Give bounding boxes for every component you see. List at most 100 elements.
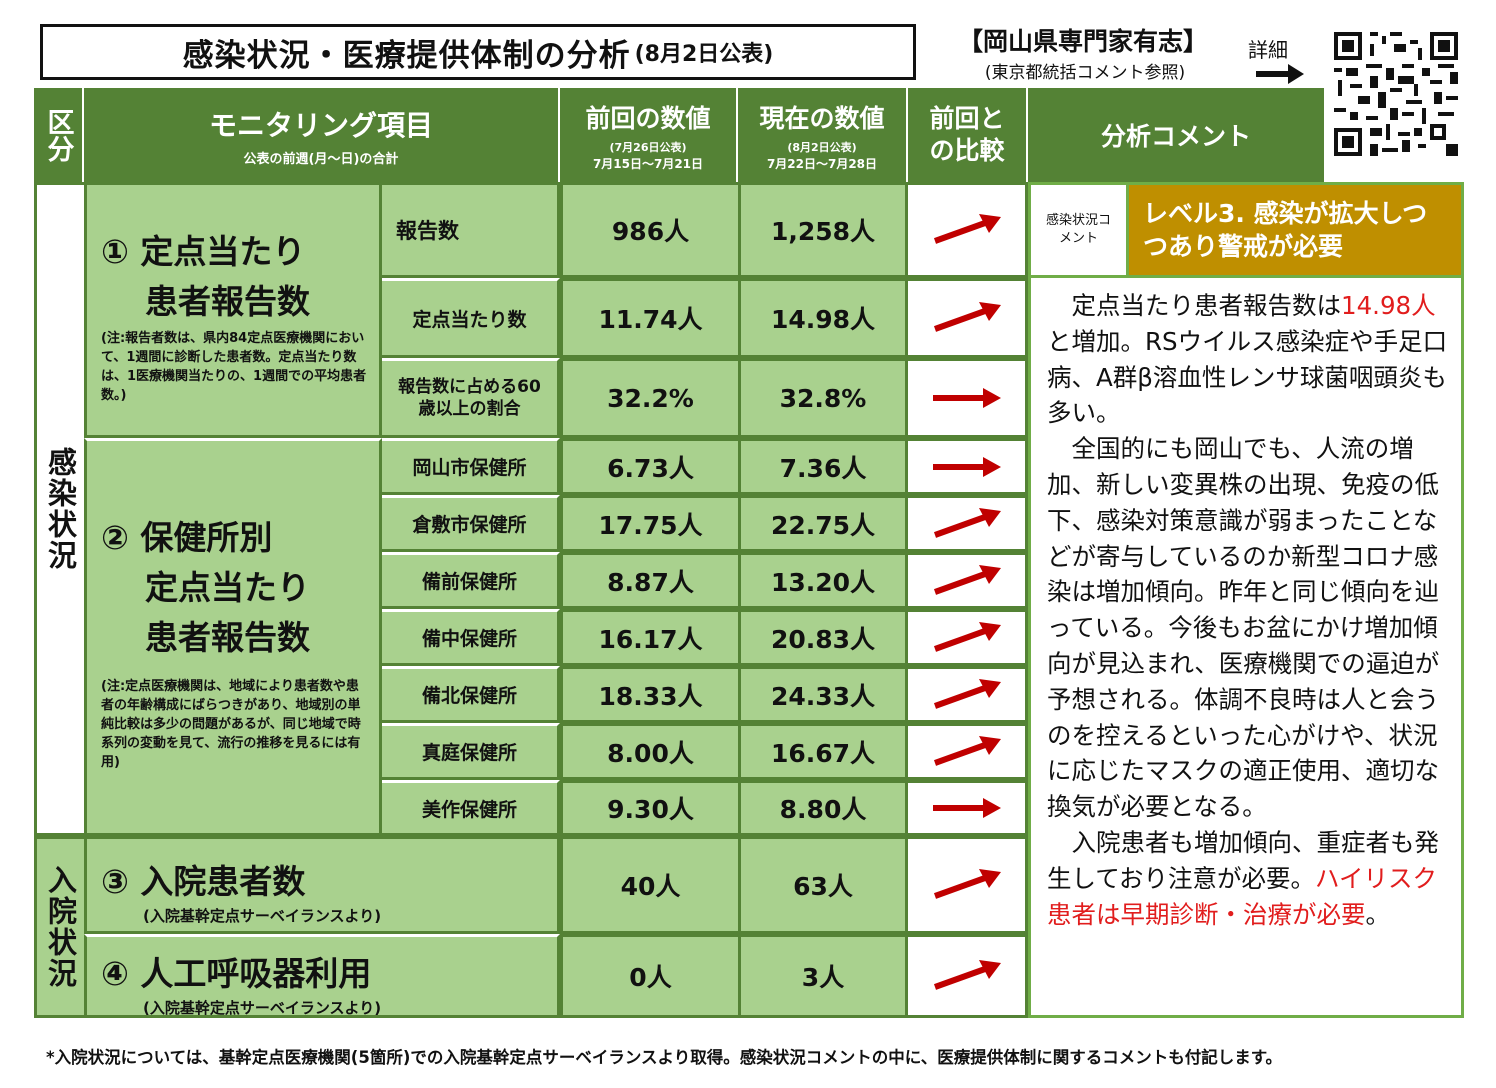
prev-value-10: 9.30人 xyxy=(560,780,738,836)
trend-cell-10 xyxy=(908,780,1028,836)
header-prev-date: (7月26日公表) xyxy=(609,140,687,154)
arrow-up-right-icon xyxy=(933,507,1001,538)
qr-code-icon[interactable] xyxy=(1334,32,1458,156)
header-category: 区分 xyxy=(34,88,84,182)
trend-cell-9 xyxy=(908,723,1028,780)
header-curr: 現在の数値 (8月2日公表) 7月22日～7月28日 xyxy=(738,88,908,182)
curr-value-7: 20.83人 xyxy=(738,609,908,666)
group-3: ③ 入院患者数 (入院基幹定点サーベイランスより) xyxy=(84,836,560,934)
prev-value-3-text: 32.2% xyxy=(607,383,694,413)
prev-value-10-text: 9.30人 xyxy=(607,795,694,824)
curr-value-9: 16.67人 xyxy=(738,723,908,780)
prev-value-11-text: 40人 xyxy=(620,872,681,901)
curr-value-3: 32.8% xyxy=(738,358,908,438)
curr-value-6: 13.20人 xyxy=(738,552,908,609)
row-label-4: 岡山市保健所 xyxy=(382,438,560,495)
trend-cell-5 xyxy=(908,495,1028,552)
arrow-up-right-icon xyxy=(933,621,1001,652)
curr-value-8-text: 24.33人 xyxy=(770,681,876,711)
curr-value-10: 8.80人 xyxy=(738,780,908,836)
group-4-sub: (入院基幹定点サーベイランスより) xyxy=(143,999,382,1017)
header-prev-range: 7月15日～7月21日 xyxy=(592,156,704,171)
header-item-sub: 公表の前週(月～日)の合計 xyxy=(243,151,399,167)
status-level: レベル3. 感染が拡大しつつあり警戒が必要 xyxy=(1143,199,1428,261)
header-compare: 前回との比較 xyxy=(908,88,1028,182)
curr-value-5: 22.75人 xyxy=(738,495,908,552)
prev-value-2-text: 11.74人 xyxy=(598,305,703,334)
group-1-title-1: ① 定点当たり xyxy=(101,232,306,271)
detail-label: 詳細 xyxy=(1248,38,1288,62)
status-level-badge: レベル3. 感染が拡大しつつあり警戒が必要 xyxy=(1126,182,1464,278)
curr-value-11: 63人 xyxy=(738,836,908,934)
group-2-note: (注:定点医療機関は、地域により患者数や患者の年齢構成にばらつきがあり、地域別の… xyxy=(101,679,361,770)
header-curr-date: (8月2日公表) xyxy=(787,140,857,154)
curr-value-2-text: 14.98人 xyxy=(770,305,876,334)
analysis-comment: 定点当たり患者報告数は14.98人と増加。RSウイルス感染症や手足口病、A群β溶… xyxy=(1028,278,1464,1018)
prev-value-1: 986人 xyxy=(560,182,738,278)
prev-value-11: 40人 xyxy=(560,836,738,934)
curr-value-9-text: 16.67人 xyxy=(770,738,876,768)
row-label-5: 倉敷市保健所 xyxy=(382,495,560,552)
arrow-up-right-icon xyxy=(933,564,1001,595)
trend-cell-2 xyxy=(908,278,1028,358)
row-label-3: 報告数に占める60歳以上の割合 xyxy=(382,358,560,438)
curr-value-1-text: 1,258人 xyxy=(770,217,876,246)
curr-value-5-text: 22.75人 xyxy=(770,510,876,540)
row-labels: 報告数 定点当たり数 報告数に占める60歳以上の割合 岡山市保健所 倉敷市保健所… xyxy=(382,182,560,836)
arrow-up-right-icon xyxy=(933,678,1001,709)
header-comment: 分析コメント xyxy=(1028,88,1324,182)
prev-value-3: 32.2% xyxy=(560,358,738,438)
org-name: 【岡山県専門家有志】 xyxy=(957,27,1208,56)
curr-value-8: 24.33人 xyxy=(738,666,908,723)
prev-value-5: 17.75人 xyxy=(560,495,738,552)
curr-value-7-text: 20.83人 xyxy=(770,624,876,654)
row-label-7: 備中保健所 xyxy=(382,609,560,666)
arrow-right-icon xyxy=(932,456,1001,477)
trend-cell-6 xyxy=(908,552,1028,609)
prev-value-6: 8.87人 xyxy=(560,552,738,609)
header-prev-text: 前回の数値 xyxy=(585,103,711,133)
prev-value-4: 6.73人 xyxy=(560,438,738,495)
values-area: 986人 1,258人 11.74人 14.98人 32.2% 32.8% 6.73人 7.3… xyxy=(560,182,1028,1018)
org-note: (東京都統括コメント参照) xyxy=(984,63,1186,83)
prev-value-5-text: 17.75人 xyxy=(598,510,703,540)
section-hospital: 入院状況 xyxy=(34,836,84,1018)
comment-paragraph-3: 入院患者も増加傾向、重症者も発生しており注意が必要。ハイリスク患者は早期診断・治… xyxy=(1047,827,1439,929)
row-label-2: 定点当たり数 xyxy=(382,278,560,358)
curr-value-4-text: 7.36人 xyxy=(779,453,867,483)
curr-value-3-text: 32.8% xyxy=(779,383,867,413)
curr-value-2: 14.98人 xyxy=(738,278,908,358)
status-label-box: 感染状況コメント xyxy=(1028,182,1126,278)
prev-value-4-text: 6.73人 xyxy=(607,453,694,483)
prev-value-9: 8.00人 xyxy=(560,723,738,780)
arrow-up-right-icon xyxy=(933,214,1001,244)
header-compare-text: 前回との比較 xyxy=(929,104,1005,165)
trend-cell-3 xyxy=(908,358,1028,438)
prev-value-7: 16.17人 xyxy=(560,609,738,666)
header-item-text: モニタリング項目 xyxy=(208,108,433,142)
arrow-right-icon xyxy=(932,798,1001,818)
trend-cell-8 xyxy=(908,666,1028,723)
curr-value-10-text: 8.80人 xyxy=(779,795,867,824)
page-date: (8月2日公表) xyxy=(634,42,774,67)
prev-value-12: 0人 xyxy=(560,934,738,1018)
prev-value-12-text: 0人 xyxy=(629,963,672,992)
prev-value-1-text: 986人 xyxy=(611,217,690,246)
prev-value-9-text: 8.00人 xyxy=(607,738,694,768)
arrow-up-right-icon xyxy=(933,869,1001,899)
row-label-1: 報告数 xyxy=(382,182,560,278)
group-2: ② 保健所別 定点当たり 患者報告数 (注:定点医療機関は、地域により患者数や患… xyxy=(84,438,382,836)
group-1-title-2: 患者報告数 xyxy=(145,282,310,321)
row-label-6: 備前保健所 xyxy=(382,552,560,609)
trend-cell-7 xyxy=(908,609,1028,666)
footnote: *入院状況については、基幹定点医療機関(5箇所)での入院基幹定点サーベイランスよ… xyxy=(46,1048,1283,1067)
group-2-title-1: ② 保健所別 xyxy=(101,518,273,557)
prev-value-8-text: 18.33人 xyxy=(598,681,703,711)
section-infection-text: 感染状況 xyxy=(43,447,78,571)
prev-value-6-text: 8.87人 xyxy=(607,567,694,597)
header-category-text: 区分 xyxy=(42,108,74,162)
header-curr-range: 7月22日～7月28日 xyxy=(766,156,878,171)
comment-paragraph-1: 定点当たり患者報告数は14.98人と増加。RSウイルス感染症や手足口病、A群β溶… xyxy=(1047,291,1448,428)
prev-value-2: 11.74人 xyxy=(560,278,738,358)
arrow-up-right-icon xyxy=(933,302,1001,332)
